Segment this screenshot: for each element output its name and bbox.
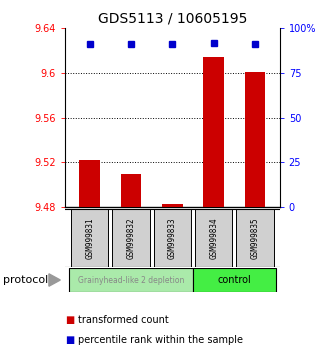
Text: ■: ■ (65, 335, 74, 345)
Bar (154, 209, 191, 267)
Bar (245, 72, 265, 207)
Bar (113, 209, 150, 267)
Text: control: control (217, 275, 251, 285)
Title: GDS5113 / 10605195: GDS5113 / 10605195 (98, 12, 247, 26)
Bar (195, 209, 232, 267)
Text: protocol: protocol (3, 275, 49, 285)
Bar (69, 268, 193, 292)
Text: ■: ■ (65, 315, 74, 325)
Polygon shape (49, 274, 60, 286)
Bar (162, 204, 183, 207)
Bar (79, 160, 100, 207)
Bar (193, 268, 276, 292)
Text: percentile rank within the sample: percentile rank within the sample (78, 335, 243, 345)
Bar (203, 57, 224, 207)
Text: Grainyhead-like 2 depletion: Grainyhead-like 2 depletion (78, 275, 184, 285)
Text: GSM999832: GSM999832 (127, 217, 136, 259)
Bar (121, 173, 141, 207)
Text: GSM999831: GSM999831 (85, 217, 94, 259)
Text: GSM999835: GSM999835 (250, 217, 259, 259)
Text: GSM999834: GSM999834 (209, 217, 218, 259)
Bar (236, 209, 273, 267)
Text: GSM999833: GSM999833 (168, 217, 177, 259)
Bar (71, 209, 108, 267)
Text: transformed count: transformed count (78, 315, 169, 325)
